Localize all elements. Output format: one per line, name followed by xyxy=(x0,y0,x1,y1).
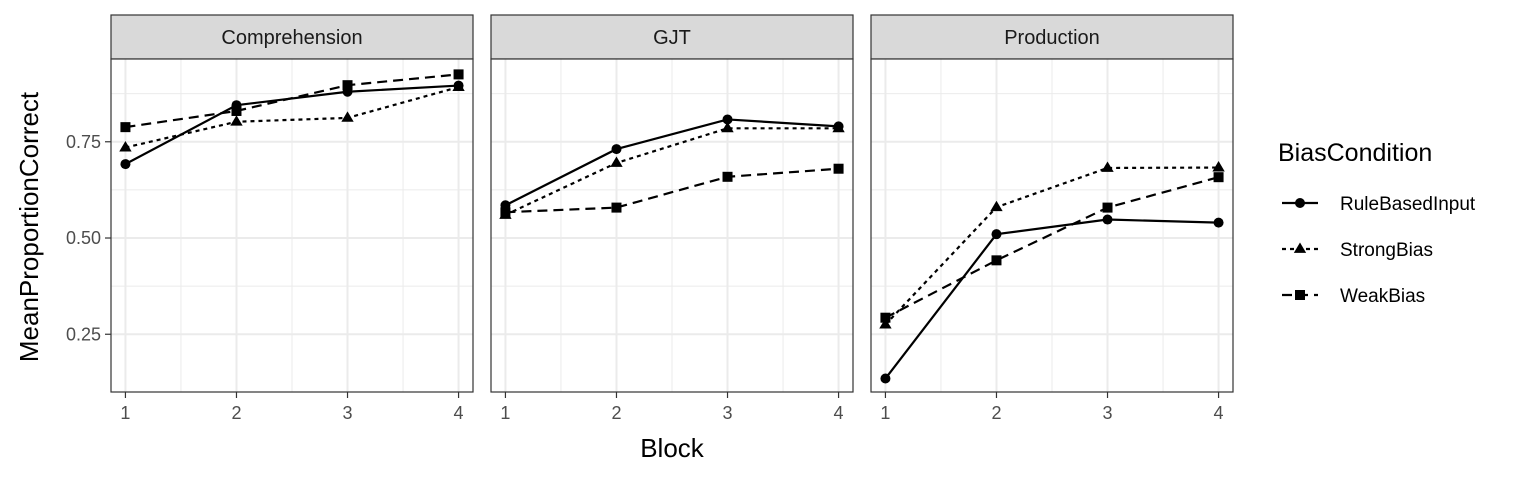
data-point-weakbias xyxy=(500,207,511,218)
data-point-strongbias xyxy=(341,111,354,122)
data-point-rulebasedinput xyxy=(611,144,622,155)
series-line-rulebasedinput xyxy=(884,218,1219,380)
x-tick-label: 2 xyxy=(611,403,621,423)
data-point-weakbias xyxy=(880,312,891,323)
data-point-strongbias xyxy=(230,115,243,126)
x-tick-label: 3 xyxy=(343,403,353,423)
data-point-weakbias xyxy=(1213,172,1224,183)
y-tick-label: 0.50 xyxy=(66,228,101,248)
legend-label: RuleBasedInput xyxy=(1340,194,1476,215)
data-point-weakbias xyxy=(231,105,242,116)
data-point-rulebasedinput xyxy=(880,373,891,384)
strip-label: Comprehension xyxy=(221,27,362,49)
data-point-strongbias xyxy=(832,121,845,133)
panel-border xyxy=(110,58,474,393)
data-point-weakbias xyxy=(833,163,844,174)
data-point-rulebasedinput xyxy=(991,229,1002,240)
data-point-strongbias xyxy=(721,121,734,133)
x-axis-title: Block xyxy=(640,433,705,463)
data-point-weakbias xyxy=(611,202,622,213)
data-point-rulebasedinput xyxy=(1102,214,1113,225)
y-tick-label: 0.75 xyxy=(66,132,101,152)
x-tick-label: 1 xyxy=(880,403,890,423)
data-point-weakbias xyxy=(453,69,464,80)
x-tick-label: 1 xyxy=(120,403,130,423)
series-line-weakbias xyxy=(505,167,839,214)
series-line-rulebasedinput xyxy=(504,118,839,207)
data-point-strongbias xyxy=(452,80,465,92)
data-point-weakbias xyxy=(120,122,131,133)
legend-marker xyxy=(1295,198,1305,208)
legend-key-strongbias: StrongBias xyxy=(1282,240,1433,261)
x-tick-label: 2 xyxy=(231,403,241,423)
legend-marker xyxy=(1295,290,1305,300)
data-point-strongbias xyxy=(879,318,892,329)
x-tick-label: 4 xyxy=(834,403,844,423)
data-point-weakbias xyxy=(1102,202,1113,213)
data-point-rulebasedinput xyxy=(120,159,131,170)
data-point-weakbias xyxy=(342,80,353,91)
x-tick-label: 3 xyxy=(1103,403,1113,423)
legend-label: WeakBias xyxy=(1340,286,1425,307)
series-line-weakbias xyxy=(884,176,1219,319)
strip-background xyxy=(110,14,474,60)
data-point-weakbias xyxy=(991,255,1002,266)
x-tick-label: 1 xyxy=(500,403,510,423)
strip-background xyxy=(870,14,1234,60)
x-tick-label: 2 xyxy=(991,403,1001,423)
panel-production: Production 1 2 3 4 xyxy=(870,14,1234,423)
legend: BiasCondition RuleBasedInput StrongBias We… xyxy=(1278,139,1476,307)
data-point-rulebasedinput xyxy=(722,114,733,125)
legend-key-rulebasedinput: RuleBasedInput xyxy=(1282,194,1476,215)
data-point-weakbias xyxy=(722,171,733,182)
series-line-strongbias xyxy=(884,166,1219,326)
data-point-strongbias xyxy=(1101,161,1114,172)
data-point-rulebasedinput xyxy=(1213,217,1224,228)
legend-label: StrongBias xyxy=(1340,240,1433,261)
panel-border xyxy=(490,58,854,393)
data-point-strongbias xyxy=(119,141,132,152)
panel-comprehension: Comprehension 1 2 3 4 0.25 0.50 0.75 xyxy=(66,14,474,423)
x-tick-label: 3 xyxy=(723,403,733,423)
series-line-strongbias xyxy=(125,86,459,149)
legend-marker xyxy=(1293,242,1307,253)
panel-border xyxy=(870,58,1234,393)
data-point-strongbias xyxy=(610,156,623,167)
legend-title: BiasCondition xyxy=(1278,139,1432,167)
legend-key-weakbias: WeakBias xyxy=(1282,286,1425,307)
x-tick-label: 4 xyxy=(454,403,464,423)
x-tick-label: 4 xyxy=(1214,403,1224,423)
strip-label: Production xyxy=(1004,27,1100,49)
y-axis-title: MeanProportionCorrect xyxy=(14,91,44,362)
panel-gjt: GJT 1 2 3 4 xyxy=(490,14,854,423)
series-line-weakbias xyxy=(125,73,459,129)
data-point-strongbias xyxy=(990,200,1003,212)
data-point-strongbias xyxy=(1212,161,1225,172)
y-tick-label: 0.25 xyxy=(66,324,101,344)
strip-label: GJT xyxy=(653,27,691,49)
